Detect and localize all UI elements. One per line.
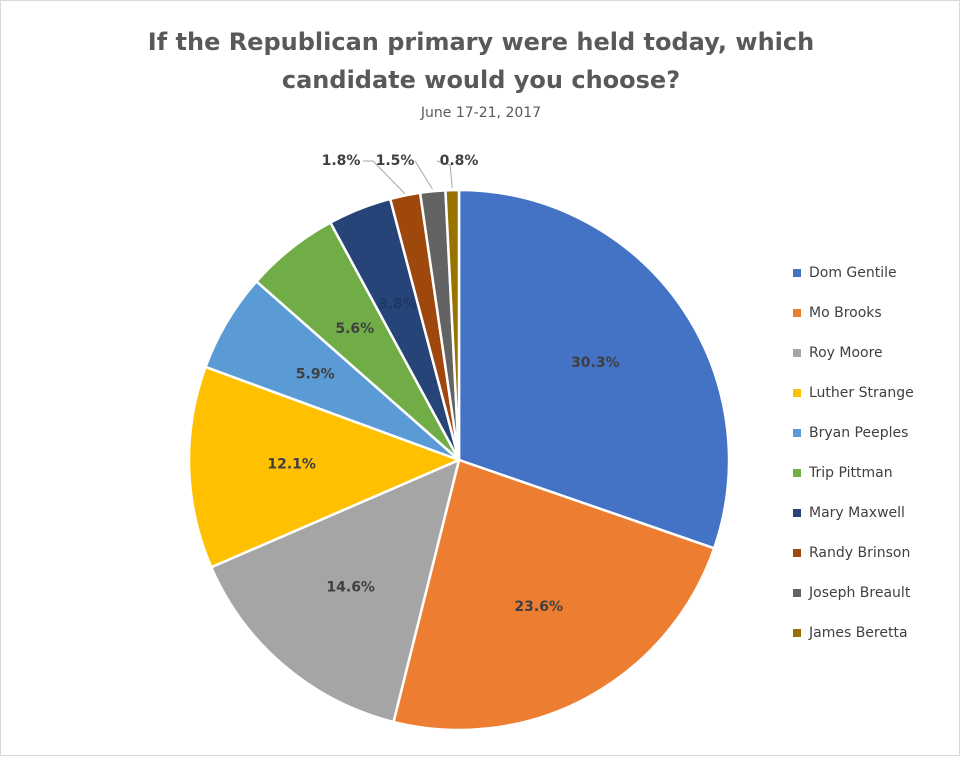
chart-title: If the Republican primary were held toda… — [1, 23, 960, 99]
leader-line-randy-brinson — [363, 160, 406, 194]
legend-label: Joseph Breault — [809, 585, 911, 601]
legend-swatch — [793, 269, 801, 277]
data-label-mary-maxwell: 3.8% — [378, 296, 417, 312]
legend-label: Bryan Peeples — [809, 425, 909, 441]
legend-label: Trip Pittman — [809, 465, 893, 481]
data-label-trip-pittman: 5.6% — [335, 321, 374, 337]
pie-slice-roy-moore — [209, 458, 461, 724]
chart-title-line-1: If the Republican primary were held toda… — [147, 28, 815, 56]
legend-label: Mo Brooks — [809, 305, 882, 321]
legend-swatch — [793, 629, 801, 637]
chart-subtitle: June 17-21, 2017 — [420, 105, 542, 121]
legend-item-randy-brinson: Randy Brinson — [793, 533, 914, 573]
legend-swatch — [793, 469, 801, 477]
legend-item-trip-pittman: Trip Pittman — [793, 453, 914, 493]
pie-data-labels: 30.3% 23.6% 14.6% 12.1% 5.9% 5.6%3.8% 1.8% 1.5%… — [267, 153, 619, 615]
data-label-joseph-breault: 1.5% — [376, 153, 415, 169]
legend-item-roy-moore: Roy Moore — [793, 333, 914, 373]
legend-swatch — [793, 309, 801, 317]
chart-legend: Dom Gentile Mo Brooks Roy Moore Luther Stra… — [793, 253, 914, 653]
pie-slices — [187, 188, 731, 732]
data-label-dom-gentile: 30.3% — [571, 355, 620, 371]
legend-label: James Beretta — [809, 625, 908, 641]
data-label-luther-strange: 12.1% — [267, 457, 316, 473]
data-label-james-beretta: 0.8% — [440, 153, 479, 169]
leader-line-james-beretta — [436, 160, 453, 189]
legend-item-luther-strange: Luther Strange — [793, 373, 914, 413]
legend-label: Mary Maxwell — [809, 505, 905, 521]
legend-item-dom-gentile: Dom Gentile — [793, 253, 914, 293]
pie-slice-mo-brooks — [392, 458, 716, 732]
pie-slice-james-beretta — [444, 188, 461, 462]
pie-slice-luther-strange — [187, 365, 461, 569]
legend-item-james-beretta: James Beretta — [793, 613, 914, 653]
legend-swatch — [793, 549, 801, 557]
legend-item-mo-brooks: Mo Brooks — [793, 293, 914, 333]
legend-label: Roy Moore — [809, 345, 883, 361]
legend-label: Luther Strange — [809, 385, 914, 401]
legend-item-joseph-breault: Joseph Breault — [793, 573, 914, 613]
legend-swatch — [793, 349, 801, 357]
legend-swatch — [793, 509, 801, 517]
legend-label: Dom Gentile — [809, 265, 897, 281]
pie-leader-lines — [363, 160, 453, 194]
legend-swatch — [793, 429, 801, 437]
legend-item-mary-maxwell: Mary Maxwell — [793, 493, 914, 533]
pie-slice-dom-gentile — [457, 188, 731, 550]
data-label-randy-brinson: 1.8% — [322, 153, 361, 169]
legend-swatch — [793, 389, 801, 397]
data-label-bryan-peeples: 5.9% — [296, 366, 335, 382]
data-label-mo-brooks: 23.6% — [514, 599, 563, 615]
legend-item-bryan-peeples: Bryan Peeples — [793, 413, 914, 453]
chart-title-line-2: candidate would you choose? — [281, 66, 681, 94]
legend-swatch — [793, 589, 801, 597]
legend-label: Randy Brinson — [809, 545, 911, 561]
data-label-roy-moore: 14.6% — [326, 580, 375, 596]
leader-line-joseph-breault — [414, 160, 433, 190]
